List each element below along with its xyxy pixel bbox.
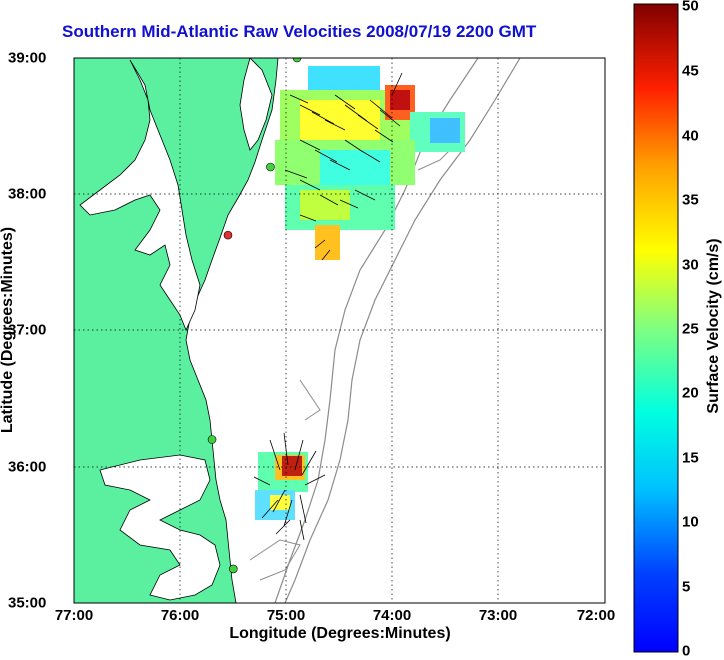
colorbar-tick-label: 20 [682,384,699,402]
colorbar-tick-label: 40 [682,127,699,145]
plot-border [73,57,606,604]
delaware-bay [239,58,273,151]
colorbar-tick-label: 45 [682,62,699,80]
station-marker [292,58,302,63]
station-marker [229,564,238,574]
y-tick-label: 38:00 [8,185,47,203]
colorbar [633,3,679,653]
colorbar-tick-label: 25 [682,320,699,338]
station-marker [223,230,233,240]
grid-lines [74,58,605,603]
map-title: Southern Mid-Atlantic Raw Velocities 200… [62,22,537,41]
x-tick-label: 77:00 [54,607,94,624]
y-tick-label: 35:00 [8,594,47,612]
colorbar-tick-label: 15 [682,449,699,467]
colorbar-tick-label: 0 [682,642,691,660]
bathymetry-contour-outer [284,58,521,603]
colorbar-tick-label: 30 [682,256,699,274]
colorbar-tick-label: 10 [682,513,699,531]
velocity-field-north [275,66,465,261]
colorbar-label: Surface Velocity (cm/s) [705,238,722,414]
velocity-vectors-north [284,72,403,261]
station-marker [207,435,217,444]
x-tick-label: 73:00 [478,607,518,624]
hf-radar-stations [207,58,302,574]
velocity-vectors-south [253,432,326,541]
x-tick-label: 75:00 [266,607,306,624]
colorbar-tick-label: 50 [682,0,699,15]
y-tick-label: 39:00 [8,49,47,67]
x-tick-label: 74:00 [372,607,412,624]
y-tick-label: 37:00 [8,321,47,339]
velocity-field-south [253,432,326,541]
x-tick-label: 72:00 [576,607,616,624]
colorbar-tick-label: 5 [682,578,691,596]
station-marker [266,162,275,172]
y-axis-label: Latitude (Degrees:Minutes) [0,226,16,434]
colorbar-tick-label: 35 [682,191,699,209]
x-tick-label: 76:00 [160,607,200,624]
x-axis-label: Longitude (Degrees:Minutes) [229,625,451,642]
y-tick-label: 36:00 [8,458,47,476]
pamlico-sound [99,454,221,601]
